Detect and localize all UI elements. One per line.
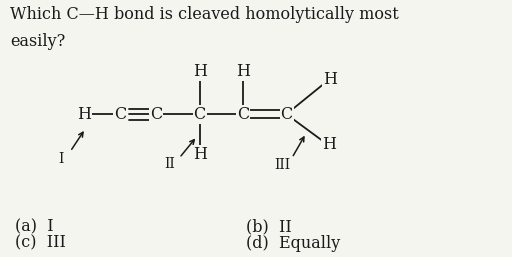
Text: C: C bbox=[194, 106, 206, 123]
Text: H: H bbox=[193, 146, 207, 163]
Text: III: III bbox=[274, 158, 291, 172]
Text: (b)  II: (b) II bbox=[246, 218, 291, 235]
Text: I: I bbox=[58, 152, 63, 166]
Text: Which C—H bond is cleaved homolytically most: Which C—H bond is cleaved homolytically … bbox=[10, 6, 399, 23]
Text: H: H bbox=[77, 106, 92, 123]
Text: H: H bbox=[236, 63, 250, 80]
Text: H: H bbox=[193, 63, 207, 80]
Text: easily?: easily? bbox=[10, 33, 66, 50]
Text: H: H bbox=[322, 136, 336, 153]
Text: H: H bbox=[323, 71, 337, 88]
Text: (a)  I: (a) I bbox=[15, 218, 54, 235]
Text: C: C bbox=[150, 106, 162, 123]
Text: II: II bbox=[165, 158, 175, 171]
Text: (c)  III: (c) III bbox=[15, 235, 66, 252]
Text: C: C bbox=[114, 106, 126, 123]
Text: (d)  Equally: (d) Equally bbox=[246, 235, 340, 252]
Text: C: C bbox=[281, 106, 293, 123]
Text: C: C bbox=[237, 106, 249, 123]
